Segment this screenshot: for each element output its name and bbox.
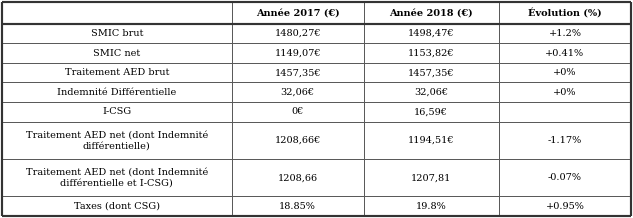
Text: 16,59€: 16,59€ <box>414 107 448 116</box>
Text: +1.2%: +1.2% <box>548 29 582 38</box>
Text: 1207,81: 1207,81 <box>411 173 451 182</box>
Bar <box>499 82 631 102</box>
Text: 1457,35€: 1457,35€ <box>408 68 454 77</box>
Text: Année 2018 (€): Année 2018 (€) <box>389 8 473 17</box>
Text: I-CSG: I-CSG <box>103 107 132 116</box>
Text: Traitement AED net (dont Indemnité
différentielle): Traitement AED net (dont Indemnité diffé… <box>26 130 208 150</box>
Bar <box>2 196 232 216</box>
Text: Indemnité Différentielle: Indemnité Différentielle <box>57 88 177 97</box>
Text: +0.41%: +0.41% <box>546 49 584 58</box>
Bar <box>499 122 631 159</box>
Text: -0.07%: -0.07% <box>548 173 582 182</box>
Text: 1208,66€: 1208,66€ <box>275 136 321 145</box>
Text: 1498,47€: 1498,47€ <box>408 29 454 38</box>
Text: SMIC net: SMIC net <box>93 49 141 58</box>
Bar <box>364 196 499 216</box>
Text: 1457,35€: 1457,35€ <box>274 68 321 77</box>
Bar <box>232 159 364 196</box>
Text: 18.85%: 18.85% <box>279 202 316 211</box>
Text: 1153,82€: 1153,82€ <box>408 49 454 58</box>
Bar <box>2 43 232 63</box>
Text: Traitement AED brut: Traitement AED brut <box>65 68 169 77</box>
Bar <box>364 122 499 159</box>
Bar <box>2 82 232 102</box>
Bar <box>232 122 364 159</box>
Bar <box>364 2 499 24</box>
Bar <box>364 159 499 196</box>
Bar <box>364 63 499 82</box>
Text: SMIC brut: SMIC brut <box>91 29 143 38</box>
Bar <box>2 159 232 196</box>
Bar <box>364 82 499 102</box>
Text: Taxes (dont CSG): Taxes (dont CSG) <box>74 202 160 211</box>
Text: 0€: 0€ <box>291 107 304 116</box>
Text: -1.17%: -1.17% <box>548 136 582 145</box>
Bar <box>499 63 631 82</box>
Text: Traitement AED net (dont Indemnité
différentielle et I-CSG): Traitement AED net (dont Indemnité diffé… <box>26 168 208 188</box>
Text: 1208,66: 1208,66 <box>277 173 318 182</box>
Bar <box>232 82 364 102</box>
Text: Évolution (%): Évolution (%) <box>528 8 602 18</box>
Bar <box>364 24 499 43</box>
Bar <box>232 24 364 43</box>
Text: Année 2017 (€): Année 2017 (€) <box>256 8 339 17</box>
Text: +0%: +0% <box>553 68 577 77</box>
Bar <box>499 196 631 216</box>
Bar <box>232 2 364 24</box>
Bar <box>2 102 232 122</box>
Bar <box>364 102 499 122</box>
Bar <box>232 196 364 216</box>
Bar <box>499 159 631 196</box>
Bar <box>232 43 364 63</box>
Text: 1480,27€: 1480,27€ <box>274 29 321 38</box>
Text: 1194,51€: 1194,51€ <box>408 136 454 145</box>
Bar <box>2 24 232 43</box>
Bar <box>232 102 364 122</box>
Bar <box>2 63 232 82</box>
Bar <box>499 2 631 24</box>
Bar <box>499 102 631 122</box>
Text: 32,06€: 32,06€ <box>414 88 448 97</box>
Bar <box>499 43 631 63</box>
Text: 19.8%: 19.8% <box>416 202 447 211</box>
Text: 32,06€: 32,06€ <box>280 88 315 97</box>
Bar <box>2 122 232 159</box>
Bar <box>499 24 631 43</box>
Bar <box>2 2 232 24</box>
Bar <box>364 43 499 63</box>
Text: +0%: +0% <box>553 88 577 97</box>
Text: 1149,07€: 1149,07€ <box>274 49 321 58</box>
Text: +0.95%: +0.95% <box>546 202 584 211</box>
Bar <box>232 63 364 82</box>
